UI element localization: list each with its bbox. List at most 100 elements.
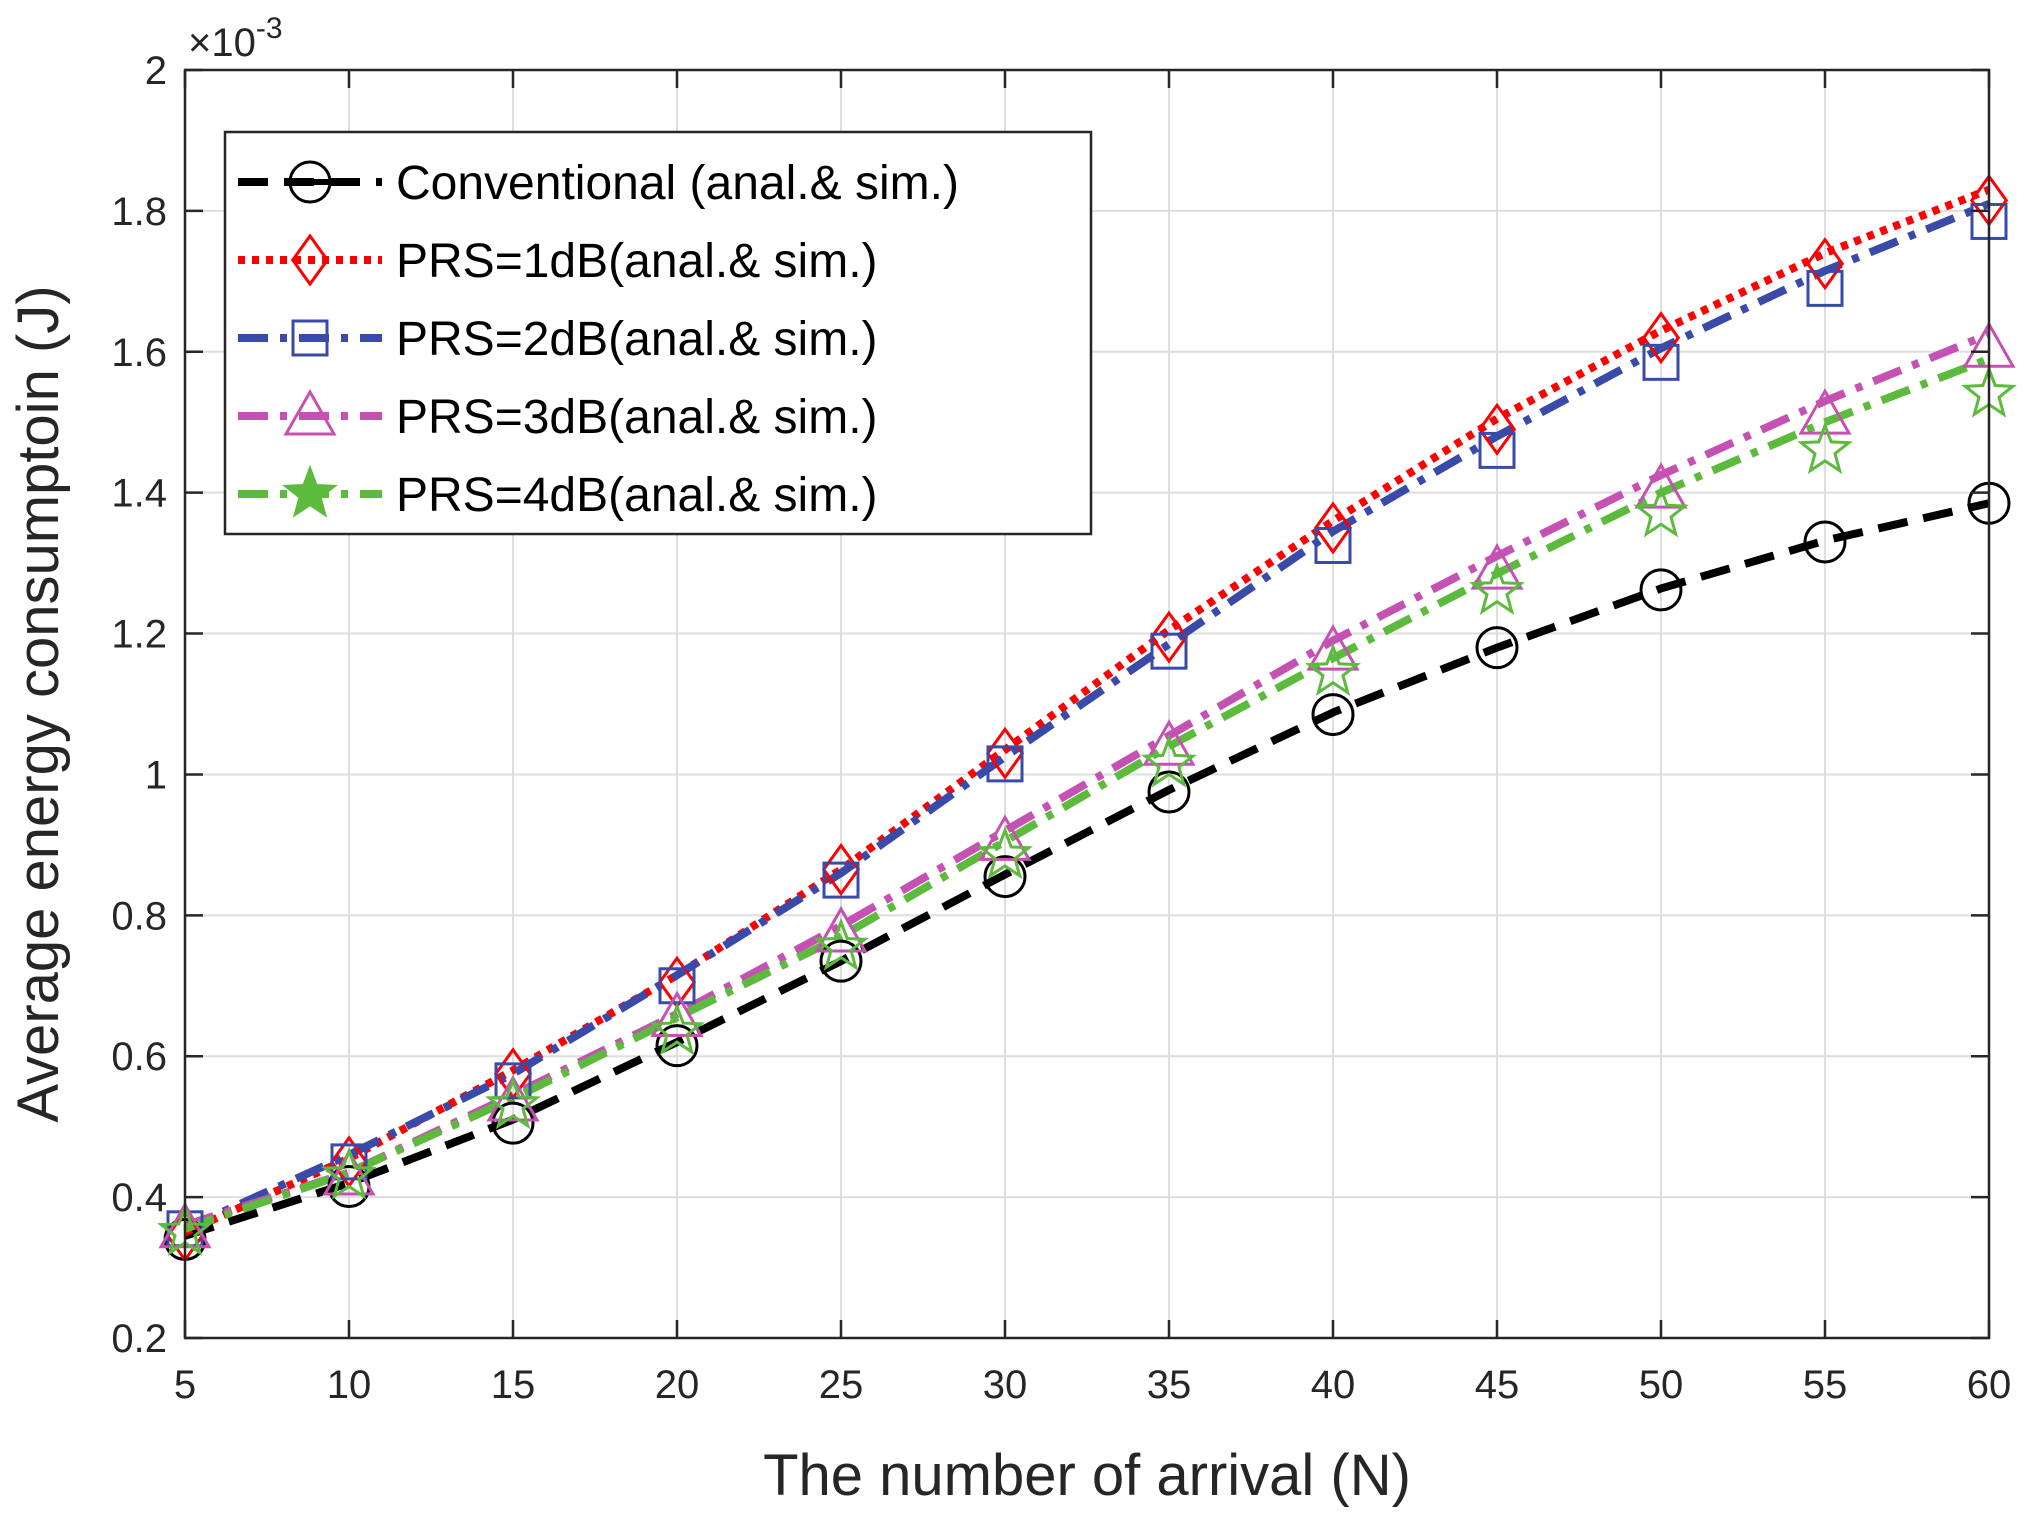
- legend: Conventional (anal.& sim.) PRS=1dB(anal.&…: [223, 130, 1093, 536]
- x-tick-label: 35: [1147, 1363, 1192, 1407]
- series-2-sim-point: [1641, 311, 1681, 365]
- y-tick-label: 2: [145, 49, 167, 93]
- series-5-sim-point: [649, 1002, 705, 1056]
- series-lines: [183, 186, 1991, 1240]
- y-tick-label: 1.4: [111, 472, 167, 516]
- series-4-sim-point: [978, 814, 1032, 861]
- series-4-sim-point: [1798, 388, 1852, 435]
- series-4-sim-point: [1142, 719, 1196, 766]
- x-tick-label: 15: [491, 1363, 536, 1407]
- legend-entry-3-label: PRS=2dB(anal.& sim.): [396, 313, 878, 366]
- y-tick-label: 0.6: [111, 1035, 167, 1079]
- axis-ticks: [183, 68, 1991, 1340]
- series-2-sim-point: [985, 726, 1025, 780]
- x-tick-label: 40: [1311, 1363, 1356, 1407]
- series-5-sim-point: [813, 917, 869, 971]
- x-tick-labels: 5 10 15 20 25 30 35 40 45 50 55 60: [174, 1363, 2011, 1407]
- series-1-sim-point: [1147, 770, 1191, 814]
- series-2-sim-point: [1805, 237, 1845, 291]
- legend-entry-2-marker: [290, 233, 330, 287]
- series-2-sim-point: [821, 842, 861, 897]
- y-tick-label: 1.6: [111, 331, 167, 375]
- series-1-sim-point: [819, 939, 863, 983]
- legend-entry-4-marker: [283, 388, 337, 436]
- x-tick-label: 50: [1639, 1363, 1684, 1407]
- x-tick-label: 55: [1803, 1363, 1848, 1407]
- series-5-sim-point: [1469, 562, 1525, 615]
- legend-entries: Conventional (anal.& sim.) PRS=1dB(anal.&…: [238, 157, 959, 522]
- y-tick-labels: 0.2 0.4 0.6 0.8 1 1.2 1.4 1.6 1.8 2: [111, 49, 167, 1361]
- legend-entry-4-label: PRS=3dB(anal.& sim.): [396, 391, 878, 444]
- series-5-sim-point: [1141, 734, 1197, 788]
- plot-frame: [183, 68, 1991, 1340]
- y-tick-label: 1: [145, 753, 167, 797]
- legend-entry-5-marker: [282, 464, 338, 518]
- series-3-sim-point: [986, 745, 1024, 783]
- series-5-sim-point: [485, 1076, 541, 1130]
- series-4-sim-point: [486, 1074, 540, 1122]
- x-tick-label: 5: [174, 1363, 196, 1407]
- y-exponent-power: -3: [256, 12, 283, 45]
- series-5-sim-point: [1797, 421, 1853, 475]
- series-3-sim-point: [1806, 269, 1844, 307]
- x-tick-label: 30: [983, 1363, 1028, 1407]
- series-1-sim-point: [1639, 568, 1683, 612]
- legend-entry-1: Conventional (anal.& sim.): [238, 157, 959, 210]
- series-4-sim-point: [814, 905, 868, 953]
- series-1-sim-point: [655, 1024, 699, 1068]
- legend-entry-2: PRS=1dB(anal.& sim.): [238, 233, 878, 288]
- series-3-sim-point: [1478, 431, 1516, 469]
- series-4-sim-point: [1634, 462, 1688, 509]
- x-tick-label: 25: [819, 1363, 864, 1407]
- y-exponent-base: ×10: [188, 21, 256, 65]
- y-axis-title: Average energy consumptoin (J): [6, 285, 71, 1122]
- y-tick-label: 0.8: [111, 894, 167, 938]
- series-5-sim-point: [321, 1146, 377, 1200]
- y-tick-label: 1.8: [111, 190, 167, 234]
- series-2-analytic-line: [183, 186, 1991, 1236]
- x-tick-label: 45: [1475, 1363, 1520, 1407]
- series-5-sim-point: [1633, 484, 1689, 538]
- legend-entry-5-label: PRS=4dB(anal.& sim.): [396, 469, 878, 522]
- series-4-sim-point: [1306, 624, 1360, 671]
- y-exponent-label: ×10-3: [188, 12, 283, 65]
- series-markers: [157, 173, 2017, 1263]
- legend-entry-5: PRS=4dB(anal.& sim.): [238, 464, 878, 522]
- x-tick-label: 10: [327, 1363, 372, 1407]
- series-3-analytic-line: [183, 200, 1991, 1233]
- series-5-analytic-line: [183, 355, 1991, 1233]
- series-1-sim-point: [1311, 693, 1355, 737]
- legend-entry-1-label: Conventional (anal.& sim.): [396, 157, 959, 210]
- series-2-sim-point: [1477, 402, 1517, 456]
- y-tick-label: 0.2: [111, 1317, 167, 1361]
- series-5-sim-point: [977, 826, 1033, 880]
- x-axis-title: The number of arrival (N): [763, 1443, 1411, 1508]
- y-tick-label: 0.4: [111, 1176, 167, 1220]
- series-5-sim-point: [1305, 643, 1361, 696]
- x-tick-label: 20: [655, 1363, 700, 1407]
- legend-entry-3: PRS=2dB(anal.& sim.): [238, 313, 878, 366]
- series-1-sim-point: [1803, 520, 1847, 564]
- series-1-analytic-line: [183, 499, 1990, 1240]
- series-3-sim-point: [822, 861, 860, 899]
- x-tick-label: 60: [1967, 1363, 2012, 1407]
- legend-entry-4: PRS=3dB(anal.& sim.): [238, 388, 878, 444]
- series-1-sim-point: [983, 855, 1027, 899]
- series-4-sim-point: [650, 990, 704, 1037]
- series-3-sim-point: [1314, 527, 1352, 564]
- series-2-sim-point: [1313, 501, 1353, 555]
- legend-entry-3-marker: [291, 319, 329, 357]
- series-2-sim-point: [1149, 610, 1189, 664]
- series-4-sim-point: [1470, 543, 1524, 590]
- series-4-sim-point: [322, 1148, 376, 1196]
- series-1-sim-point: [1475, 626, 1519, 670]
- series-1-sim-point: [491, 1101, 535, 1145]
- series-3-sim-point: [1642, 343, 1680, 381]
- series-3-sim-point: [494, 1062, 532, 1100]
- legend-box: [223, 130, 1093, 536]
- series-3-sim-point: [330, 1143, 368, 1181]
- legend-entry-2-label: PRS=1dB(anal.& sim.): [396, 235, 878, 288]
- series-3-sim-point: [1150, 632, 1188, 670]
- y-tick-label: 1.2: [111, 613, 167, 657]
